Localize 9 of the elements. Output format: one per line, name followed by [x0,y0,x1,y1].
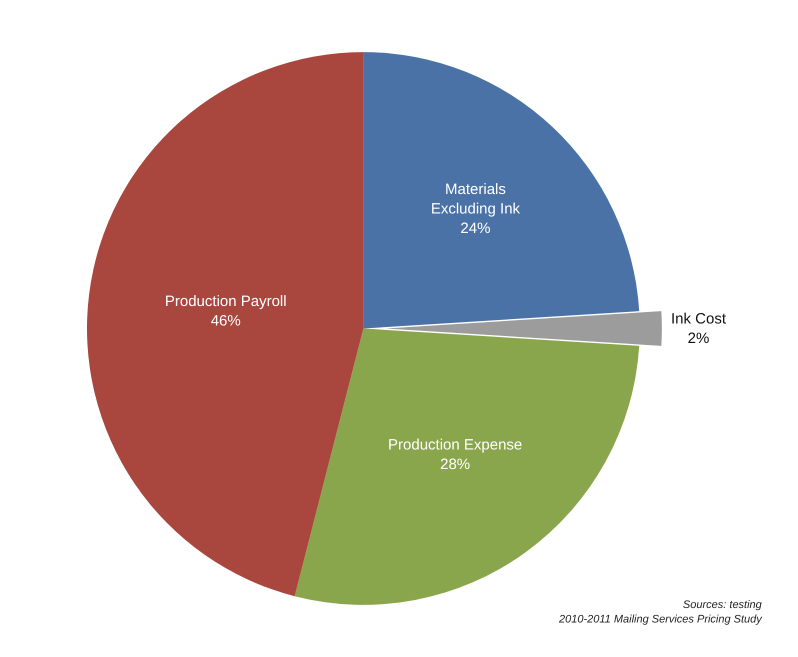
data-label: 2% [688,330,710,347]
source-note: Sources: testing 2010-2011 Mailing Services Pricing Study [558,599,764,626]
data-label: 46% [210,312,241,330]
data-label: 28% [440,456,470,474]
slice-label: Materials Excluding Ink [430,180,521,218]
slice-label: Production Expense [388,436,522,454]
data-label: 24% [460,220,490,237]
slice-label: Ink Cost [671,310,727,328]
slice-label: Production Payroll [164,292,287,310]
